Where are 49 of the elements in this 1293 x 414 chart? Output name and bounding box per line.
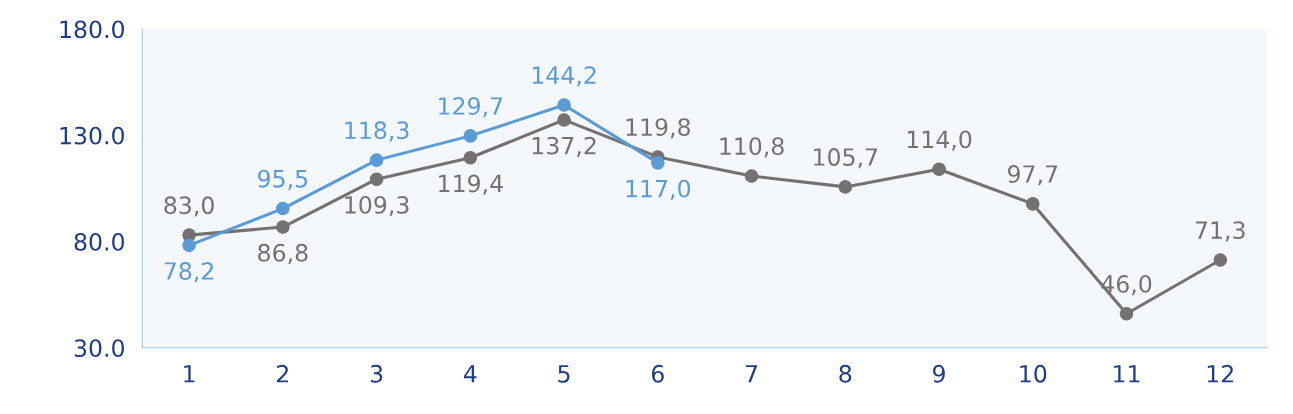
- y-tick-label: 80.0: [74, 232, 124, 251]
- point: [651, 156, 665, 170]
- point: [1213, 253, 1228, 267]
- x-tick-label: 7: [745, 365, 758, 383]
- point: [182, 238, 196, 253]
- data-label: 97,7: [1007, 165, 1058, 186]
- point: [1026, 197, 1040, 211]
- point: [557, 113, 571, 127]
- x-tick-label: 12: [1207, 364, 1233, 383]
- x-tick-label: 6: [651, 364, 664, 383]
- data-label: 105,7: [814, 148, 878, 169]
- data-label: 129,7: [439, 97, 503, 118]
- x-tick-label: 9: [933, 364, 945, 383]
- data-label: 71,3: [1195, 221, 1245, 242]
- data-label: 114,0: [907, 130, 972, 151]
- x-tick-label: 2: [277, 364, 288, 383]
- x-tick-label: 1: [184, 365, 195, 383]
- data-label: 109,3: [345, 196, 409, 217]
- point: [932, 162, 946, 177]
- point: [369, 153, 384, 167]
- x-tick-label: 11: [1114, 365, 1140, 383]
- x-tick-label: 4: [463, 365, 477, 383]
- data-label: 119,4: [439, 174, 503, 195]
- point: [369, 172, 384, 186]
- data-label: 86,8: [258, 243, 308, 265]
- point: [276, 220, 290, 234]
- x-tick-label: 8: [839, 364, 852, 383]
- point: [744, 169, 759, 183]
- y-tick-label: 130.0: [60, 126, 124, 145]
- x-tick-label: 5: [558, 365, 570, 383]
- x-tick-label: 3: [370, 364, 383, 383]
- data-label: 137,2: [532, 136, 596, 157]
- point: [463, 129, 478, 143]
- data-label: 78,2: [164, 262, 214, 283]
- point: [1119, 306, 1134, 321]
- data-label: 118,3: [345, 121, 409, 142]
- y-tick-label: 30.0: [74, 339, 124, 358]
- data-label: 119,8: [626, 118, 690, 139]
- x-tick-label: 10: [1020, 364, 1047, 383]
- y-tick-label: 180.0: [60, 20, 124, 39]
- point: [838, 180, 853, 194]
- point: [557, 98, 571, 112]
- data-label: 83,0: [164, 196, 214, 217]
- data-label: 95,5: [258, 169, 308, 191]
- point: [276, 201, 290, 216]
- point: [463, 151, 478, 165]
- data-label: 144,2: [532, 66, 596, 87]
- data-label: 110,8: [720, 137, 784, 158]
- data-label: 117,0: [626, 179, 691, 200]
